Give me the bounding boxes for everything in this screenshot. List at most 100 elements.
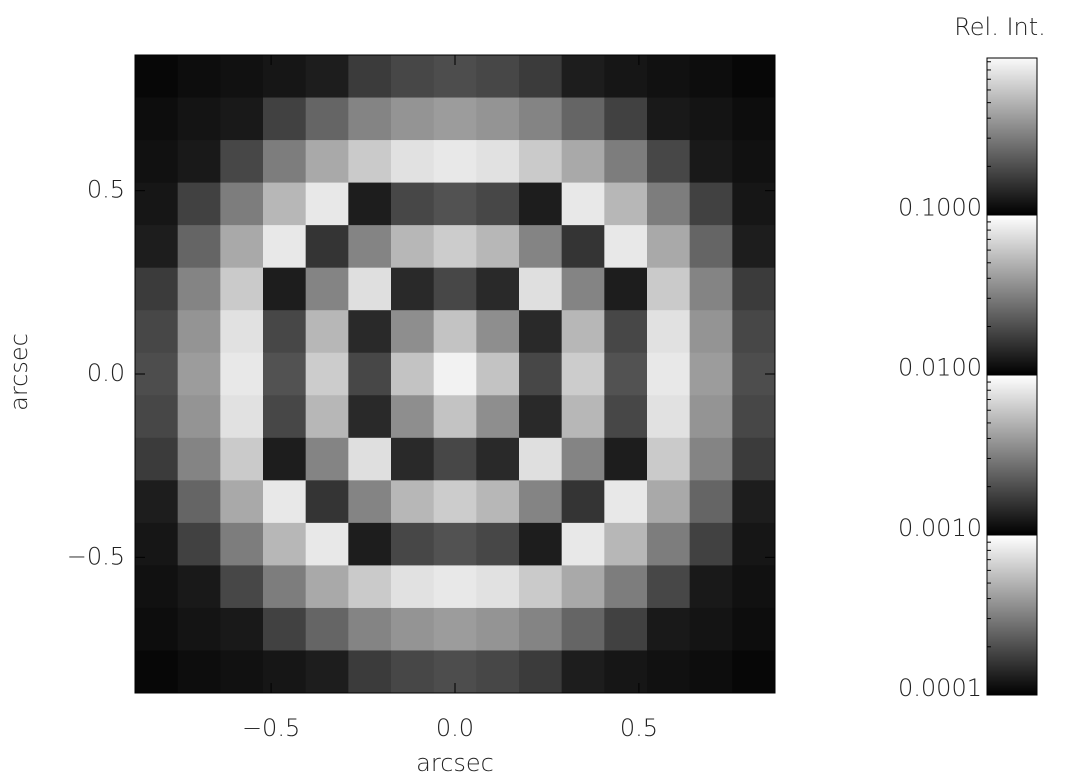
colorbar-strip xyxy=(987,133,1037,135)
colorbar-strip xyxy=(987,245,1037,247)
colorbar-strip xyxy=(987,633,1037,635)
colorbar-strip xyxy=(987,152,1037,154)
colorbar-strip xyxy=(987,298,1037,300)
heatmap-cell xyxy=(348,310,392,354)
colorbar-strip xyxy=(987,119,1037,121)
colorbar-strip xyxy=(987,293,1037,295)
colorbar-strip xyxy=(987,647,1037,649)
colorbar-strip xyxy=(987,178,1037,180)
colorbar-strip xyxy=(987,186,1037,188)
colorbar-strip xyxy=(987,527,1037,529)
colorbar-strip xyxy=(987,193,1037,195)
heatmap-cell xyxy=(220,182,264,226)
heatmap-cell xyxy=(604,650,648,694)
heatmap-cell xyxy=(476,225,520,269)
colorbar-strip xyxy=(987,567,1037,569)
colorbar-strip xyxy=(987,171,1037,173)
colorbar-strip xyxy=(987,355,1037,357)
colorbar-strip xyxy=(987,162,1037,164)
colorbar-strip xyxy=(987,227,1037,229)
colorbar-strip xyxy=(987,262,1037,264)
colorbar-strip xyxy=(987,332,1037,334)
colorbar-strip xyxy=(987,301,1037,303)
colorbar-strip xyxy=(987,222,1037,224)
colorbar-strip xyxy=(987,622,1037,624)
heatmap-cell xyxy=(732,97,776,141)
colorbar-strip xyxy=(987,636,1037,638)
colorbar-strip xyxy=(987,394,1037,396)
heatmap-cell xyxy=(732,650,776,694)
colorbar-strip xyxy=(987,373,1037,375)
heatmap-cell xyxy=(263,267,307,311)
heatmap-cell xyxy=(177,565,221,609)
heatmap-cell xyxy=(263,97,307,141)
colorbar-strip xyxy=(987,413,1037,415)
heatmap-cell xyxy=(391,182,435,226)
heatmap-cell xyxy=(732,395,776,439)
colorbar-strip xyxy=(987,630,1037,632)
colorbar-strip xyxy=(987,400,1037,402)
colorbar-strip xyxy=(987,536,1037,538)
heatmap-cell xyxy=(177,55,221,99)
colorbar-strip xyxy=(987,653,1037,655)
heatmap-cell xyxy=(732,565,776,609)
colorbar-strip xyxy=(987,292,1037,294)
heatmap-cell xyxy=(433,352,477,396)
colorbar-strip xyxy=(987,606,1037,608)
colorbar-strip xyxy=(987,124,1037,126)
colorbar-strip xyxy=(987,552,1037,554)
colorbar-strip xyxy=(987,428,1037,430)
colorbar-strip xyxy=(987,459,1037,461)
colorbar-strip xyxy=(987,315,1037,317)
heatmap-cell xyxy=(689,437,733,481)
colorbar-strip xyxy=(987,415,1037,417)
colorbar-strip xyxy=(987,444,1037,446)
heatmap-cell xyxy=(348,395,392,439)
colorbar-strip xyxy=(987,283,1037,285)
heatmap-cell xyxy=(348,140,392,184)
colorbar-strip xyxy=(987,228,1037,230)
colorbar-strip xyxy=(987,161,1037,163)
colorbar-strip xyxy=(987,494,1037,496)
colorbar-strip xyxy=(987,544,1037,546)
colorbar-strip xyxy=(987,140,1037,142)
colorbar-strip xyxy=(987,388,1037,390)
colorbar-strip xyxy=(987,76,1037,78)
heatmap-cell xyxy=(647,225,691,269)
colorbar-strip xyxy=(987,95,1037,97)
colorbar-strip xyxy=(987,88,1037,90)
colorbar-strip xyxy=(987,257,1037,259)
colorbar-strip xyxy=(987,79,1037,81)
colorbar-strip xyxy=(987,105,1037,107)
colorbar-strip xyxy=(987,426,1037,428)
colorbar-strip xyxy=(987,495,1037,497)
colorbar-strip xyxy=(987,335,1037,337)
heatmap-cell xyxy=(689,140,733,184)
colorbar-strip xyxy=(987,365,1037,367)
colorbar-strip xyxy=(987,278,1037,280)
colorbar-strip xyxy=(987,691,1037,693)
heatmap-cell xyxy=(476,140,520,184)
colorbar-strip xyxy=(987,595,1037,597)
colorbar-strip xyxy=(987,491,1037,493)
colorbar-strip xyxy=(987,675,1037,677)
colorbar-strip xyxy=(987,164,1037,166)
colorbar-strip xyxy=(987,217,1037,219)
colorbar-strip xyxy=(987,472,1037,474)
colorbar-strip xyxy=(987,103,1037,105)
colorbar-strip xyxy=(987,275,1037,277)
colorbar-strip xyxy=(987,235,1037,237)
heatmap-cell xyxy=(305,437,349,481)
heatmap-cell xyxy=(689,97,733,141)
colorbar-tick-label: 0.0100 xyxy=(898,354,982,382)
heatmap-cell xyxy=(135,140,179,184)
colorbar-strip xyxy=(987,424,1037,426)
colorbar-strip xyxy=(987,688,1037,690)
colorbar-strip xyxy=(987,371,1037,373)
colorbar-strip xyxy=(987,666,1037,668)
x-tick-label: 0.0 xyxy=(436,714,474,742)
colorbar-strip xyxy=(987,503,1037,505)
heatmap-cell xyxy=(135,225,179,269)
heatmap-cell xyxy=(561,522,605,566)
colorbar-strip xyxy=(987,534,1037,536)
